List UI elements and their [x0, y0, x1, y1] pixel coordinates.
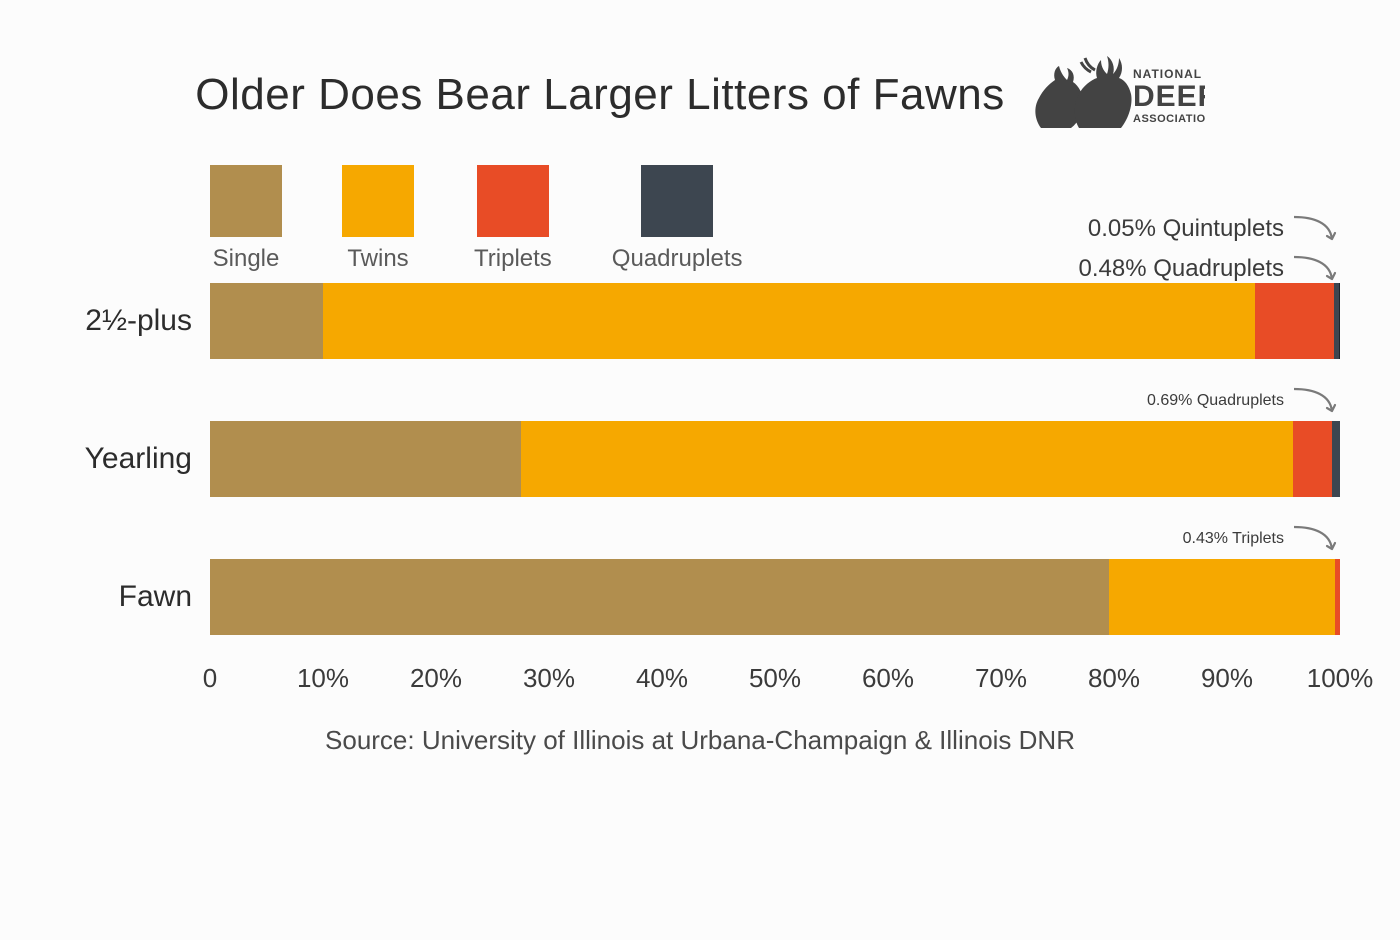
- bar-segment-twins: [1109, 559, 1335, 635]
- axis-tick: 80%: [1088, 663, 1140, 694]
- axis-tick: 100%: [1307, 663, 1374, 694]
- axis-tick: 40%: [636, 663, 688, 694]
- bar-segment-quintuplets: [1339, 283, 1340, 359]
- legend-label: Twins: [347, 245, 408, 273]
- legend-swatch: [210, 165, 282, 237]
- callout-text: 0.05% Quintuplets: [1088, 215, 1284, 243]
- bar-label: Fawn: [60, 580, 210, 614]
- axis-tick: 10%: [297, 663, 349, 694]
- logo-text-assoc: ASSOCIATION: [1133, 113, 1205, 125]
- legend-label: Quadruplets: [612, 245, 743, 273]
- bar-segment-twins: [323, 283, 1255, 359]
- legend-item-single: Single: [210, 165, 282, 273]
- axis-tick: 0: [203, 663, 217, 694]
- bar-track: [210, 283, 1340, 359]
- bar-row-fawn: Fawn: [60, 559, 1340, 635]
- bar-segment-single: [210, 559, 1109, 635]
- header: Older Does Bear Larger Litters of Fawns …: [60, 50, 1340, 140]
- bar-callouts-row-1: 0.69% Quadruplets: [210, 379, 1340, 421]
- callout-text: 0.48% Quadruplets: [1079, 255, 1284, 283]
- bar-row-2-plus: 2½-plus: [60, 283, 1340, 359]
- bar-segment-quadruplets: [1332, 421, 1340, 497]
- nda-logo-icon: NATIONAL DEER ASSOCIATION: [1025, 50, 1205, 140]
- bar-segment-single: [210, 283, 323, 359]
- bar-callouts-row-2: 0.43% Triplets: [210, 517, 1340, 559]
- bar-row-yearling: Yearling: [60, 421, 1340, 497]
- axis-tick: 70%: [975, 663, 1027, 694]
- callout: 0.69% Quadruplets: [1147, 381, 1340, 421]
- legend-label: Triplets: [474, 245, 552, 273]
- bar-segment-triplets: [1255, 283, 1334, 359]
- bar-label: Yearling: [60, 442, 210, 476]
- bar-track: [210, 421, 1340, 497]
- logo-text-national: NATIONAL: [1133, 67, 1202, 81]
- axis-tick: 30%: [523, 663, 575, 694]
- legend-item-twins: Twins: [342, 165, 414, 273]
- bar-track: [210, 559, 1340, 635]
- axis-tick: 60%: [862, 663, 914, 694]
- legend-item-quadruplets: Quadruplets: [612, 165, 743, 273]
- callout: 0.43% Triplets: [1183, 519, 1340, 559]
- bar-segment-single: [210, 421, 521, 497]
- legend-label: Single: [213, 245, 280, 273]
- bar-segment-triplets: [1335, 559, 1340, 635]
- callout-arrow-icon: [1290, 519, 1340, 559]
- logo-text-deer: DEER: [1133, 80, 1205, 113]
- legend: Single Twins Triplets Quadruplets: [210, 165, 743, 273]
- legend-swatch: [477, 165, 549, 237]
- legend-item-triplets: Triplets: [474, 165, 552, 273]
- source-text: Source: University of Illinois at Urbana…: [60, 725, 1340, 756]
- axis-tick: 50%: [749, 663, 801, 694]
- chart: 2½-plus 0.69% Quadruplets Yearling 0.43% Tr…: [60, 283, 1340, 635]
- bar-segment-twins: [521, 421, 1293, 497]
- bar-label: 2½-plus: [60, 304, 210, 338]
- axis-tick: 90%: [1201, 663, 1253, 694]
- callout-text: 0.69% Quadruplets: [1147, 392, 1284, 410]
- callout: 0.05% Quintuplets: [1079, 209, 1340, 249]
- chart-title: Older Does Bear Larger Litters of Fawns: [195, 70, 1004, 120]
- legend-swatch: [641, 165, 713, 237]
- callout-text: 0.43% Triplets: [1183, 530, 1284, 548]
- callout-arrow-icon: [1290, 209, 1340, 249]
- legend-swatch: [342, 165, 414, 237]
- x-axis: 010%20%30%40%50%60%70%80%90%100%: [210, 655, 1340, 705]
- axis-tick: 20%: [410, 663, 462, 694]
- bar-segment-triplets: [1293, 421, 1333, 497]
- callout-arrow-icon: [1290, 381, 1340, 421]
- bar-callouts-row-0: 0.05% Quintuplets 0.48% Quadruplets: [1079, 209, 1340, 289]
